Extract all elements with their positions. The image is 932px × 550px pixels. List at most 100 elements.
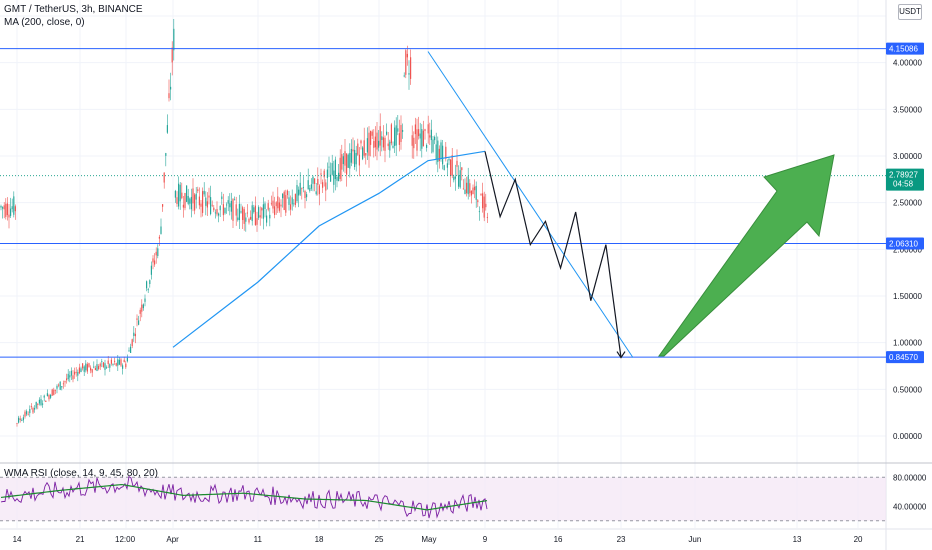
rsi-indicator-legend[interactable]: WMA RSI (close, 14, 9, 45, 80, 20)	[4, 468, 158, 479]
candle	[301, 188, 303, 190]
candle	[363, 140, 365, 156]
candle	[64, 381, 66, 383]
candle	[157, 248, 159, 256]
candle	[120, 359, 122, 366]
candle	[331, 163, 333, 175]
price-tick-label: 4.00000	[893, 59, 922, 68]
candle	[88, 363, 90, 367]
time-tick-label: 13	[793, 535, 802, 544]
candle	[426, 145, 428, 148]
candle	[194, 194, 196, 211]
candle	[246, 212, 248, 214]
candle	[101, 361, 103, 362]
candle	[395, 125, 397, 146]
candle	[123, 359, 125, 363]
candle	[91, 369, 93, 373]
candle	[50, 394, 52, 398]
level-price-label: 2.06310	[889, 239, 918, 248]
candle	[150, 265, 152, 275]
candle	[408, 73, 410, 75]
candle	[424, 129, 426, 131]
candle	[6, 203, 8, 216]
candle	[474, 186, 476, 191]
candle	[251, 205, 253, 222]
candle	[290, 204, 292, 210]
candle	[37, 403, 39, 405]
candle	[141, 304, 143, 312]
candle	[370, 130, 372, 145]
time-tick-label: May	[421, 535, 436, 544]
candle	[202, 191, 204, 213]
candle	[453, 176, 455, 181]
candle	[243, 209, 245, 224]
candle	[99, 363, 101, 367]
candle	[358, 154, 360, 166]
rsi-band	[0, 477, 886, 521]
candle	[344, 151, 346, 166]
candle	[19, 418, 21, 421]
candle	[326, 169, 328, 179]
candle	[466, 182, 468, 194]
candle	[336, 176, 338, 181]
candle	[446, 163, 448, 168]
candle	[192, 188, 194, 204]
candle	[296, 185, 298, 202]
price-tick-label: 2.00000	[893, 245, 922, 254]
candle	[139, 309, 141, 314]
candle	[240, 211, 242, 213]
time-tick-label: 16	[554, 535, 563, 544]
candle	[190, 196, 192, 210]
candle	[106, 367, 108, 369]
candle	[389, 141, 391, 151]
time-tick-label: 21	[76, 535, 85, 544]
candle	[378, 140, 380, 148]
candle	[98, 366, 100, 370]
candle	[323, 170, 325, 178]
time-tick-label: 23	[617, 535, 626, 544]
candle	[128, 350, 130, 352]
candle	[309, 187, 311, 191]
candle	[54, 389, 56, 391]
candle	[93, 366, 95, 368]
candle	[411, 135, 413, 146]
candle	[142, 304, 144, 309]
candle	[480, 194, 482, 196]
candle	[458, 175, 460, 187]
candle	[325, 182, 327, 191]
candle	[125, 363, 127, 368]
candle	[459, 170, 461, 188]
candle	[197, 189, 199, 192]
candle	[366, 138, 368, 153]
candle	[250, 216, 252, 220]
candle	[107, 360, 109, 364]
candle	[67, 373, 69, 380]
candle	[333, 170, 335, 185]
candle	[35, 401, 37, 408]
candle	[376, 132, 378, 150]
candle	[334, 159, 336, 180]
candle	[131, 339, 133, 347]
candle	[179, 184, 181, 202]
candle	[253, 207, 255, 213]
candle	[307, 180, 309, 190]
candle	[122, 365, 124, 369]
candle	[224, 207, 226, 214]
currency-button[interactable]: USDT	[898, 4, 922, 20]
candle	[365, 153, 367, 156]
candle	[189, 198, 191, 204]
candle	[109, 364, 111, 368]
candle	[467, 176, 469, 195]
candle	[24, 411, 26, 417]
candle	[402, 130, 404, 132]
candle	[261, 208, 263, 211]
candle	[149, 280, 151, 285]
candle	[381, 136, 383, 140]
candle	[394, 127, 396, 146]
ma-indicator-legend[interactable]: MA (200, close, 0)	[4, 17, 85, 28]
projection-zigzag	[484, 151, 622, 358]
candle	[59, 381, 61, 390]
candle	[256, 218, 258, 225]
candle	[483, 196, 485, 218]
candle	[430, 129, 432, 141]
